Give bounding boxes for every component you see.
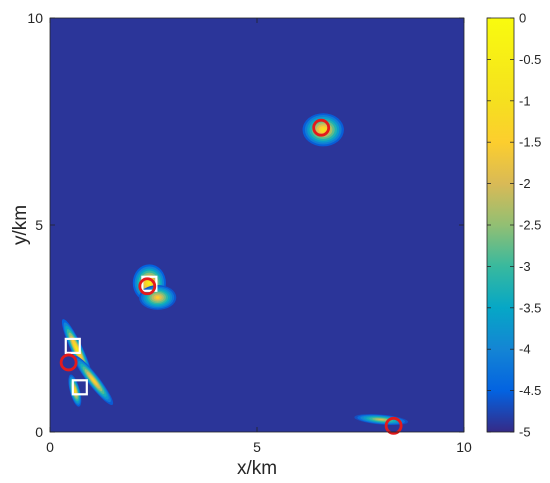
x-tick-label: 10: [456, 439, 472, 455]
colorbar-tick-label: -3.5: [519, 300, 541, 315]
marker-layer: [59, 118, 403, 435]
colorbar-tick-label: 0: [519, 11, 526, 26]
colorbar: 0 -0.5 -1 -1.5 -2 -2.5 -3 -3.5 -4 -4.5 -5: [486, 11, 541, 440]
y-tick-label: 10: [27, 10, 43, 26]
heatmap-contour: [91, 377, 96, 383]
y-tick-label: 5: [35, 217, 43, 233]
circle-marker: [384, 416, 403, 435]
x-tick-label: 5: [253, 439, 261, 455]
colorbar-tick-label: -5: [519, 425, 531, 440]
circle-marker: [312, 118, 331, 137]
heatmap-contour: [147, 280, 152, 286]
colorbar-gradient: [486, 17, 515, 433]
colorbar-tick-label: -1: [519, 93, 531, 108]
x-axis-label: x/km: [237, 458, 277, 479]
colorbar-tick-label: -2: [519, 176, 531, 191]
heatmap-background: [50, 18, 464, 432]
heatmap-contour: [75, 345, 79, 353]
colorbar-ticks: 0 -0.5 -1 -1.5 -2 -2.5 -3 -3.5 -4 -4.5 -5: [487, 11, 541, 440]
heatmap-contour: [378, 418, 385, 421]
circle-marker: [138, 277, 157, 296]
square-marker: [141, 275, 158, 292]
circle-marker: [59, 353, 78, 372]
y-axis-label: y/km: [10, 205, 31, 245]
plot-area: [49, 17, 465, 435]
x-tick-label: 0: [46, 439, 54, 455]
colorbar-tick-label: -2.5: [519, 218, 541, 233]
square-marker: [64, 337, 81, 354]
heatmap-contour: [320, 127, 326, 132]
y-axis: 0 5 10: [27, 10, 464, 440]
colorbar-tick-label: -4.5: [519, 383, 541, 398]
y-tick-label: 0: [35, 424, 43, 440]
heatmap-hotspot: [302, 113, 344, 147]
colorbar-tick-label: -3: [519, 259, 531, 274]
heatmap-contour: [74, 388, 76, 393]
heatmap-contour: [155, 296, 160, 299]
x-axis: 0 5 10: [46, 18, 472, 455]
heatmap-hotspot: [139, 285, 177, 310]
square-marker: [71, 379, 88, 396]
colorbar-tick-label: -0.5: [519, 52, 541, 67]
colorbar-tick-label: -1.5: [519, 135, 541, 150]
heatmap-hotspot: [73, 355, 114, 405]
colorbar-tick-label: -4: [519, 342, 531, 357]
